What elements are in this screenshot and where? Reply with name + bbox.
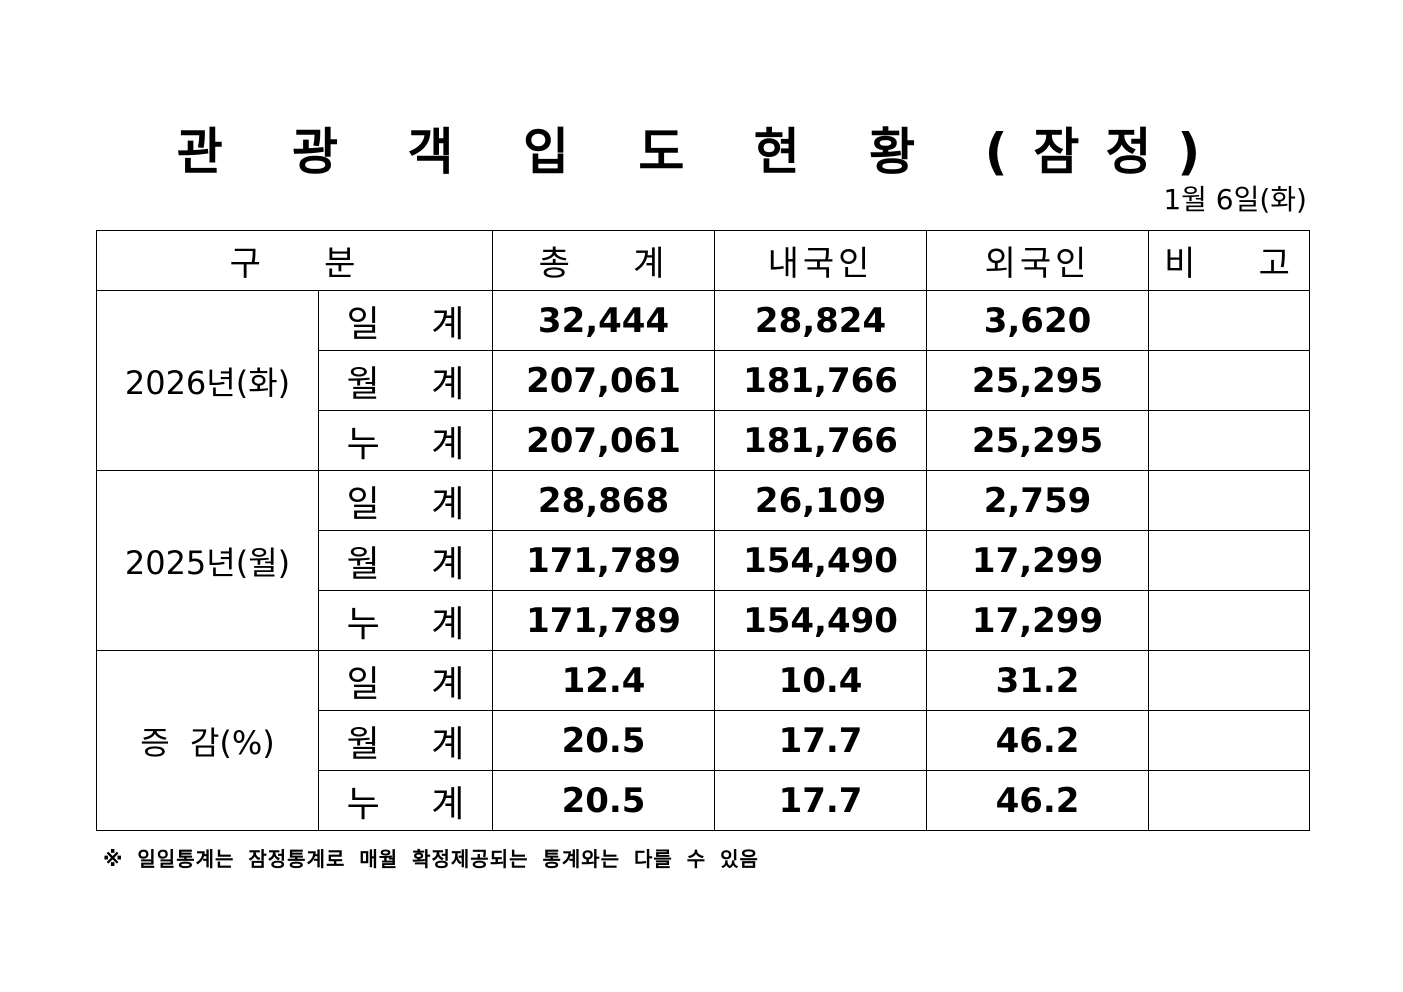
row-label: 월 계	[317, 710, 494, 771]
cell-foreign: 46.2	[926, 770, 1150, 831]
table-row: 누 계 20.5 17.7 46.2	[97, 770, 1311, 831]
table-row: 누 계 171,789 154,490 17,299	[97, 590, 1311, 651]
cell-note	[1148, 650, 1311, 711]
cell-domestic: 154,490	[714, 530, 928, 591]
cell-total: 12.4	[492, 650, 716, 711]
cell-total: 32,444	[492, 290, 716, 351]
cell-note	[1148, 410, 1311, 471]
row-label: 누 계	[317, 590, 494, 651]
cell-total: 207,061	[492, 410, 716, 471]
cell-domestic: 17.7	[714, 770, 928, 831]
cell-note	[1148, 290, 1311, 351]
table-row: 증 감(%) 일 계 12.4 10.4 31.2	[96, 650, 1311, 831]
cell-total: 207,061	[492, 350, 716, 411]
header-total: 총 계	[492, 230, 716, 291]
cell-foreign: 31.2	[926, 650, 1150, 711]
table-row: 2026년(화) 일 계 32,444 28,824 3,620	[96, 290, 1311, 471]
table-header-row: 구 분 총 계 내국인 외국인 비 고	[95, 230, 1311, 291]
header-domestic: 내국인	[714, 230, 928, 291]
group-label: 2026년(화)	[96, 290, 319, 471]
cell-note	[1148, 710, 1311, 771]
row-label: 월 계	[317, 350, 494, 411]
cell-total: 171,789	[492, 530, 716, 591]
row-label: 일 계	[317, 290, 494, 351]
cell-foreign: 25,295	[926, 350, 1150, 411]
report-date: 1월 6일(화)	[1163, 183, 1307, 216]
row-label: 누 계	[317, 770, 494, 831]
visitor-stats-table: 구 분 총 계 내국인 외국인 비 고 2026년(화) 일 계 32,444 …	[95, 230, 1311, 831]
cell-foreign: 17,299	[926, 530, 1150, 591]
cell-foreign: 3,620	[926, 290, 1150, 351]
table-row: 월 계 171,789 154,490 17,299	[97, 530, 1311, 591]
page-title: 관 광 객 입 도 현 황 (잠정)	[176, 123, 1227, 181]
header-foreign: 외국인	[926, 230, 1150, 291]
cell-note	[1148, 590, 1311, 651]
row-label: 일 계	[317, 650, 494, 711]
cell-total: 20.5	[492, 770, 716, 831]
cell-domestic: 181,766	[714, 410, 928, 471]
cell-foreign: 46.2	[926, 710, 1150, 771]
cell-foreign: 2,759	[926, 470, 1150, 531]
header-note: 비 고	[1148, 230, 1311, 291]
cell-domestic: 26,109	[714, 470, 928, 531]
cell-domestic: 17.7	[714, 710, 928, 771]
row-label: 일 계	[317, 470, 494, 531]
footnote: ※ 일일통계는 잠정통계로 매월 확정제공되는 통계와는 다를 수 있음	[103, 847, 759, 871]
group-label: 증 감(%)	[96, 650, 319, 831]
cell-total: 28,868	[492, 470, 716, 531]
cell-note	[1148, 530, 1311, 591]
cell-domestic: 10.4	[714, 650, 928, 711]
row-label: 월 계	[317, 530, 494, 591]
group-label: 2025년(월)	[96, 470, 319, 651]
cell-total: 20.5	[492, 710, 716, 771]
cell-foreign: 25,295	[926, 410, 1150, 471]
header-category: 구 분	[95, 230, 494, 291]
cell-domestic: 181,766	[714, 350, 928, 411]
table-row: 누 계 207,061 181,766 25,295	[97, 410, 1311, 471]
cell-note	[1148, 470, 1311, 531]
cell-foreign: 17,299	[926, 590, 1150, 651]
table-row: 월 계 20.5 17.7 46.2	[97, 710, 1311, 771]
table-row: 2025년(월) 일 계 28,868 26,109 2,759	[96, 470, 1311, 651]
cell-domestic: 154,490	[714, 590, 928, 651]
cell-note	[1148, 350, 1311, 411]
cell-total: 171,789	[492, 590, 716, 651]
cell-domestic: 28,824	[714, 290, 928, 351]
row-label: 누 계	[317, 410, 494, 471]
cell-note	[1148, 770, 1311, 831]
